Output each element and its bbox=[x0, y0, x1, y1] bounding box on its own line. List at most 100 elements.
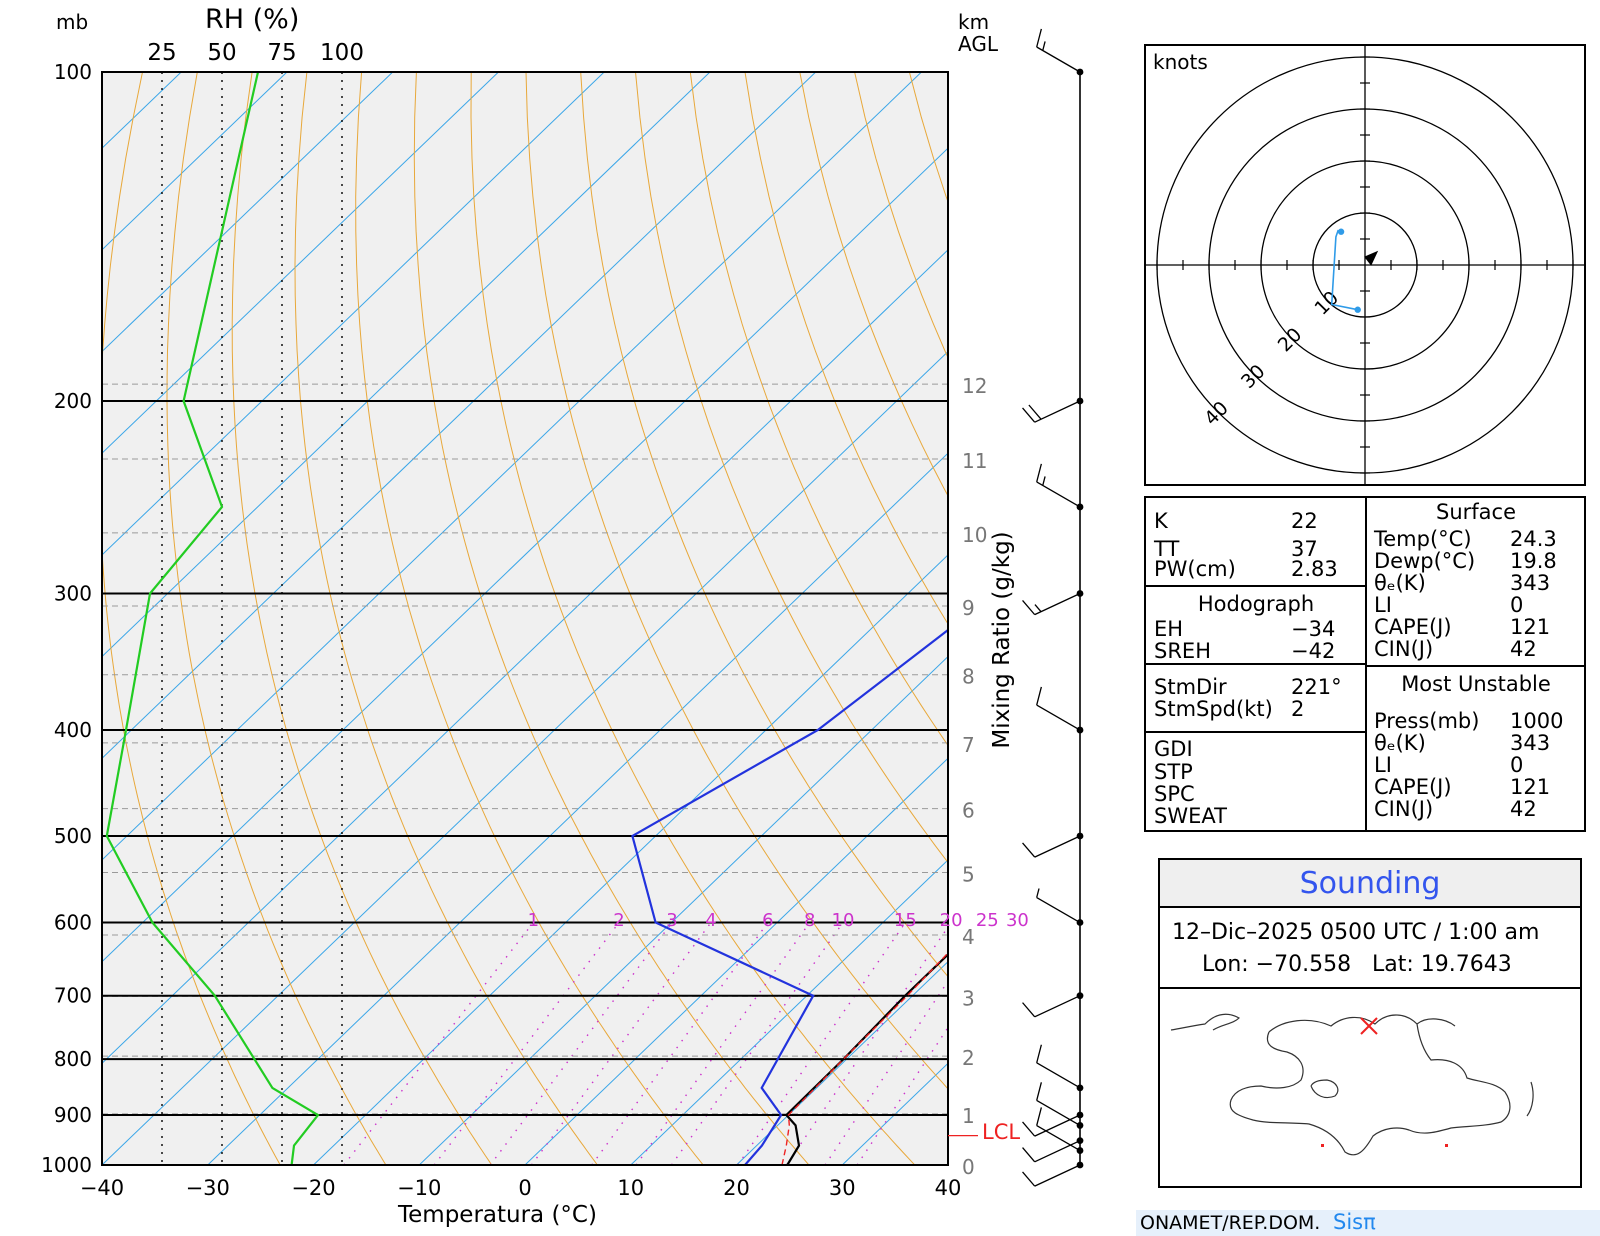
mixing-ratio-tick-label: 8 bbox=[804, 910, 815, 931]
hodograph-end-point bbox=[1337, 228, 1345, 235]
wind-barb bbox=[1022, 397, 1084, 423]
dry-adiabat-line bbox=[580, 72, 948, 978]
wind-barb bbox=[1022, 992, 1084, 1018]
mu-press-value: 1000 bbox=[1510, 709, 1564, 733]
mixing-ratio-tick-label: 15 bbox=[894, 910, 917, 931]
storm-motion-arrow-icon bbox=[1364, 250, 1379, 266]
wind-barb bbox=[1022, 1111, 1084, 1137]
mixing-ratio-tick-label: 1 bbox=[528, 910, 539, 931]
pressure-tick-label: 700 bbox=[54, 984, 92, 1008]
km-unit: km bbox=[958, 10, 990, 34]
mixing-ratio-tick-label: 10 bbox=[832, 910, 855, 931]
mixing-ratio-line bbox=[824, 980, 948, 1165]
pressure-tick-label: 800 bbox=[54, 1047, 92, 1071]
dry-adiabat-line bbox=[166, 72, 387, 1165]
mu-cin-label: CIN(J) bbox=[1374, 797, 1434, 821]
height-km-label: 0 bbox=[962, 1155, 975, 1179]
pressure-tick-label: 300 bbox=[54, 581, 92, 605]
wind-barb bbox=[1036, 463, 1084, 511]
indices-panel: K 22 TT 37 PW(cm) 2.83 Hodograph EH −34 … bbox=[1144, 496, 1586, 832]
hodograph-ring-label: 40 bbox=[1200, 397, 1233, 430]
sounding-longitude: Lon: −70.558 bbox=[1202, 952, 1352, 977]
surface-temp-value: 24.3 bbox=[1510, 527, 1557, 551]
wind-barb bbox=[1022, 832, 1084, 858]
height-km-label: 1 bbox=[962, 1104, 975, 1128]
mu-cape-label: CAPE(J) bbox=[1374, 775, 1452, 799]
dry-adiabat-line bbox=[413, 72, 810, 1165]
sounding-rule bbox=[1158, 987, 1582, 989]
temperature-tick-label: 30 bbox=[829, 1176, 856, 1200]
surface-cape-value: 121 bbox=[1510, 615, 1551, 639]
mu-theta-e-value: 343 bbox=[1510, 731, 1551, 755]
surface-cape-label: CAPE(J) bbox=[1374, 615, 1452, 639]
plot-frame bbox=[101, 71, 949, 1166]
height-km-label: 11 bbox=[962, 449, 987, 473]
isotherm-line bbox=[630, 859, 948, 1165]
mixing-ratio-tick-label: 30 bbox=[1006, 910, 1029, 931]
pw-label: PW(cm) bbox=[1154, 557, 1236, 581]
sreh-value: −42 bbox=[1291, 639, 1336, 663]
mixing-ratio-line bbox=[343, 922, 534, 1165]
mixing-ratio-line bbox=[856, 1026, 948, 1165]
mu-press-label: Press(mb) bbox=[1374, 709, 1480, 733]
rh-tick-label: 75 bbox=[267, 40, 296, 66]
k-index-value: 22 bbox=[1291, 509, 1318, 533]
map-dot-2 bbox=[1445, 1144, 1448, 1147]
pw-value: 2.83 bbox=[1291, 557, 1338, 581]
dry-adiabat-line bbox=[470, 72, 916, 1165]
wind-barb bbox=[1036, 888, 1084, 926]
isotherm-line bbox=[102, 72, 711, 658]
height-km-label: 10 bbox=[962, 523, 987, 547]
temperature-tick-label: −20 bbox=[291, 1176, 335, 1200]
height-km-label: 2 bbox=[962, 1046, 975, 1070]
mu-li-value: 0 bbox=[1510, 753, 1524, 777]
hodograph-ring-label: 20 bbox=[1274, 324, 1307, 357]
mixing-ratio-tick-label: 3 bbox=[666, 910, 677, 931]
height-km-label: 7 bbox=[962, 733, 975, 757]
footer-organization: ONAMET/REP.DOM. bbox=[1140, 1212, 1321, 1234]
dewpoint-profile-line bbox=[631, 628, 948, 1165]
temperature-axis-title: Temperatura (°C) bbox=[398, 1202, 597, 1228]
sounding-title: Sounding bbox=[1160, 860, 1580, 908]
hodograph-start-point bbox=[1354, 306, 1361, 313]
isotherm-line bbox=[524, 757, 948, 1165]
pressure-tick-label: 100 bbox=[54, 60, 92, 84]
dry-adiabat-line bbox=[102, 72, 281, 1165]
map-coastline bbox=[1170, 1013, 1534, 1156]
location-map bbox=[1170, 1013, 1534, 1156]
footer-brand: Sisπ bbox=[1333, 1210, 1376, 1234]
wind-barb bbox=[1022, 1161, 1084, 1187]
hodograph-units-label: knots bbox=[1153, 50, 1208, 74]
eh-value: −34 bbox=[1291, 617, 1336, 641]
rh-tick-label: 50 bbox=[207, 40, 236, 66]
surface-cin-value: 42 bbox=[1510, 637, 1537, 661]
pressure-tick-label: 900 bbox=[54, 1103, 92, 1127]
surface-cin-label: CIN(J) bbox=[1374, 637, 1434, 661]
surface-dewp-value: 19.8 bbox=[1510, 549, 1557, 573]
wind-barb bbox=[1036, 28, 1084, 76]
pressure-tick-label: 600 bbox=[54, 911, 92, 935]
isotherm-line bbox=[418, 655, 948, 1165]
isotherm-line bbox=[313, 554, 948, 1165]
height-km-label: 12 bbox=[962, 374, 987, 398]
temperature-tick-label: 20 bbox=[723, 1176, 750, 1200]
dry-adiabat-line bbox=[689, 72, 948, 747]
temperature-tick-label: 10 bbox=[617, 1176, 644, 1200]
wind-barb bbox=[1036, 686, 1084, 734]
surface-section-title: Surface bbox=[1435, 500, 1516, 524]
surface-temp-label: Temp(°C) bbox=[1374, 527, 1472, 551]
mu-cape-value: 121 bbox=[1510, 775, 1551, 799]
mu-li-label: LI bbox=[1374, 753, 1392, 777]
spc-label: SPC bbox=[1154, 782, 1195, 806]
most-unstable-section-title: Most Unstable bbox=[1401, 672, 1551, 696]
pressure-tick-label: 400 bbox=[54, 718, 92, 742]
sounding-datetime: 12–Dic–2025 0500 UTC / 1:00 am bbox=[1172, 920, 1540, 945]
footer-bar bbox=[1136, 1210, 1600, 1236]
hodograph-section-title: Hodograph bbox=[1197, 592, 1315, 616]
isotherm-line bbox=[102, 72, 394, 353]
height-km-label: 8 bbox=[962, 665, 975, 689]
hodograph-ring-label: 30 bbox=[1237, 360, 1270, 393]
pressure-tick-label: 1000 bbox=[41, 1153, 92, 1177]
